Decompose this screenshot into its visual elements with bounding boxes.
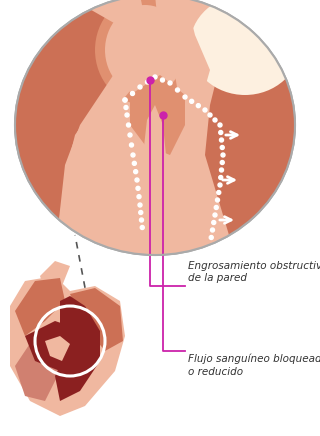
Ellipse shape <box>105 5 185 95</box>
Circle shape <box>183 95 187 99</box>
Circle shape <box>126 123 131 127</box>
Circle shape <box>125 113 129 117</box>
Polygon shape <box>55 0 150 255</box>
Circle shape <box>136 186 140 191</box>
Circle shape <box>212 221 216 225</box>
Circle shape <box>203 108 207 112</box>
Circle shape <box>139 211 143 215</box>
Circle shape <box>140 218 143 222</box>
Polygon shape <box>205 0 295 255</box>
Polygon shape <box>70 288 123 351</box>
Circle shape <box>161 78 164 82</box>
Circle shape <box>213 213 217 217</box>
Circle shape <box>220 138 223 142</box>
Circle shape <box>138 203 142 207</box>
Circle shape <box>131 153 135 157</box>
Circle shape <box>135 178 139 182</box>
Circle shape <box>219 176 223 180</box>
Polygon shape <box>155 0 220 255</box>
Ellipse shape <box>95 0 195 105</box>
Circle shape <box>221 153 225 157</box>
Circle shape <box>213 118 217 122</box>
Circle shape <box>140 225 144 229</box>
Circle shape <box>124 106 128 109</box>
Circle shape <box>175 88 180 92</box>
Circle shape <box>220 160 224 164</box>
Circle shape <box>190 99 194 103</box>
Polygon shape <box>130 75 185 155</box>
Circle shape <box>217 191 221 194</box>
Circle shape <box>214 205 218 210</box>
Circle shape <box>146 80 149 84</box>
Circle shape <box>196 104 200 108</box>
Ellipse shape <box>190 0 300 95</box>
Circle shape <box>137 194 141 199</box>
Circle shape <box>132 161 136 165</box>
Circle shape <box>215 198 220 202</box>
Polygon shape <box>10 276 125 416</box>
Circle shape <box>211 228 214 232</box>
Circle shape <box>218 123 222 127</box>
Polygon shape <box>15 0 295 255</box>
Circle shape <box>220 168 223 172</box>
Circle shape <box>218 183 222 187</box>
Polygon shape <box>55 296 100 401</box>
Circle shape <box>220 146 224 150</box>
Polygon shape <box>140 105 170 255</box>
Polygon shape <box>15 336 60 401</box>
Circle shape <box>138 85 142 89</box>
Polygon shape <box>15 0 145 255</box>
Ellipse shape <box>15 0 295 255</box>
Circle shape <box>219 130 223 134</box>
Circle shape <box>128 133 132 137</box>
Circle shape <box>131 92 134 95</box>
Circle shape <box>209 235 213 239</box>
Circle shape <box>134 170 138 174</box>
Circle shape <box>168 81 172 85</box>
Polygon shape <box>45 336 70 361</box>
Circle shape <box>208 113 212 117</box>
Polygon shape <box>15 278 65 336</box>
Ellipse shape <box>106 6 184 94</box>
Polygon shape <box>25 321 75 371</box>
Text: Engrosamiento obstructivo
de la pared: Engrosamiento obstructivo de la pared <box>188 261 320 283</box>
Circle shape <box>123 98 127 102</box>
Circle shape <box>130 143 133 147</box>
Polygon shape <box>40 261 70 291</box>
Circle shape <box>153 75 157 79</box>
Circle shape <box>123 98 127 102</box>
Text: Flujo sanguíneo bloqueado
o reducido: Flujo sanguíneo bloqueado o reducido <box>188 354 320 377</box>
